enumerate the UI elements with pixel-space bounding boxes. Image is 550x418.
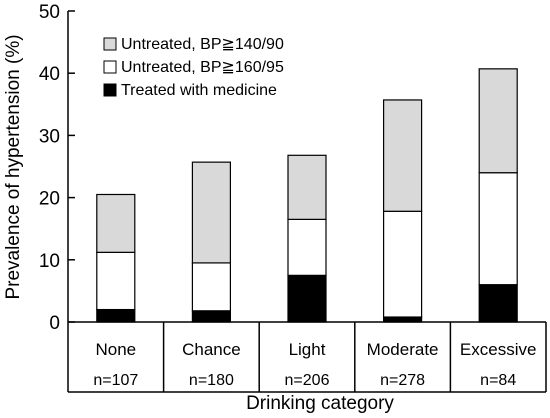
sample-size-label: n=180 <box>189 372 234 389</box>
bar-segment <box>478 284 518 323</box>
legend-swatch <box>103 83 117 97</box>
legend-label: Untreated, BP≧140/90 <box>121 36 284 53</box>
sample-size-label: n=84 <box>480 372 516 389</box>
category-label: Light <box>289 340 326 359</box>
legend-label: Untreated, BP≧160/95 <box>121 59 284 76</box>
bar-segment <box>96 251 136 311</box>
y-tick-label: 0 <box>49 313 60 334</box>
bar-segment <box>96 308 136 323</box>
sample-size-label: n=107 <box>93 372 138 389</box>
bar-segment <box>383 99 423 212</box>
bar-segment <box>191 161 231 264</box>
bar-segment <box>478 68 518 174</box>
category-label: None <box>95 340 136 359</box>
x-axis-title: Drinking category <box>246 393 394 414</box>
bar-segment <box>287 154 327 220</box>
y-tick-label: 40 <box>39 64 60 85</box>
legend-label: Treated with medicine <box>121 82 277 99</box>
bar-segment <box>478 172 518 286</box>
legend: Untreated, BP≧140/90 Untreated, BP≧160/95… <box>103 36 284 99</box>
y-tick-label: 30 <box>39 126 60 147</box>
category-labels: None n=107 Chance n=180 Light n=206 Moderate n=… <box>93 322 547 392</box>
sample-size-label: n=206 <box>285 372 330 389</box>
bar-segment <box>287 218 327 276</box>
sample-size-label: n=278 <box>380 372 425 389</box>
y-tick-label: 10 <box>39 251 60 272</box>
y-tick-label: 50 <box>39 2 60 23</box>
bar-segment <box>191 262 231 312</box>
category-label: Chance <box>182 340 241 359</box>
bar-segment <box>287 274 327 323</box>
bar-segment <box>383 210 423 318</box>
bar-segment <box>96 193 136 253</box>
y-axis-ticks: 0 10 20 30 40 50 <box>39 2 75 334</box>
category-label: Moderate <box>367 340 439 359</box>
legend-swatch <box>103 37 117 51</box>
y-tick-label: 20 <box>39 189 60 210</box>
category-label: Excessive <box>460 340 537 359</box>
bars <box>96 68 518 323</box>
bar-segment <box>383 316 423 323</box>
legend-swatch <box>103 60 117 74</box>
y-axis-title: Prevalence of hypertension (%) <box>3 34 24 299</box>
bar-segment <box>191 310 231 323</box>
